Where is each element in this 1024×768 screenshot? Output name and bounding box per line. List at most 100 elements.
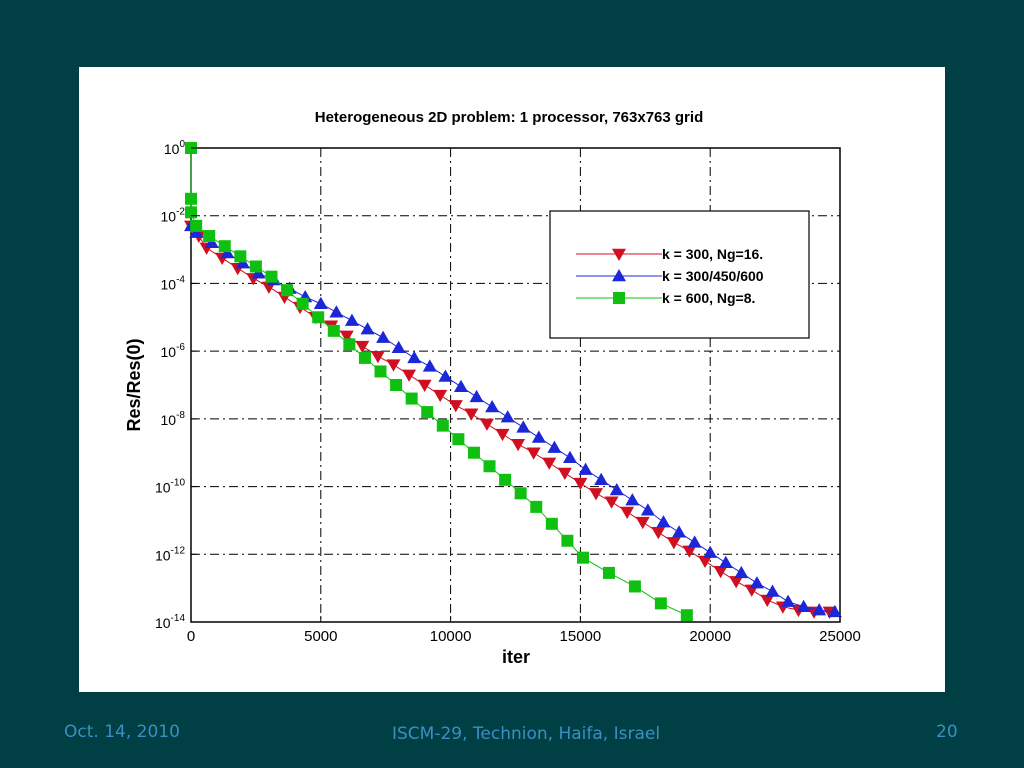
data-point — [602, 566, 615, 579]
data-point — [760, 594, 775, 607]
data-point — [421, 406, 434, 419]
x-axis-label: iter — [502, 647, 530, 667]
x-tick-label: 20000 — [689, 628, 731, 645]
data-point — [329, 305, 344, 318]
data-point — [511, 439, 526, 452]
data-point — [666, 537, 681, 550]
data-point — [561, 534, 574, 547]
chart-ticks: 0 5000 10000 15000 20000 25000 100 10-2 10-4 10-6… — [155, 139, 861, 645]
legend-box — [549, 210, 810, 339]
y-tick-label: 10-12 — [155, 545, 185, 563]
x-tick-label: 5000 — [304, 628, 337, 645]
data-point — [376, 330, 391, 343]
data-point — [563, 450, 578, 464]
data-point — [391, 340, 406, 354]
data-point — [718, 555, 733, 568]
data-point — [281, 284, 294, 297]
data-point — [436, 419, 449, 432]
data-point — [713, 565, 728, 579]
data-point — [827, 604, 842, 618]
data-point — [402, 369, 417, 382]
data-point — [530, 500, 543, 513]
data-point — [557, 467, 572, 481]
data-point — [312, 311, 325, 324]
legend-label: k = 300/450/600 — [662, 268, 764, 284]
data-point — [680, 609, 693, 622]
data-point — [640, 503, 655, 516]
legend-marker — [612, 248, 626, 261]
data-point — [625, 493, 640, 506]
y-tick-label: 100 — [164, 139, 186, 157]
data-point — [448, 400, 463, 413]
data-point — [360, 322, 375, 335]
data-point — [390, 379, 403, 391]
x-tick-label: 10000 — [430, 628, 472, 645]
data-point — [190, 219, 203, 232]
data-point — [729, 576, 744, 589]
data-point — [734, 565, 749, 579]
data-point — [185, 206, 197, 219]
y-axis-label: Res/Res(0) — [124, 338, 144, 431]
data-point — [422, 359, 437, 372]
data-point — [545, 517, 558, 530]
data-point — [526, 447, 541, 460]
footer-conference: ISCM-29, Technion, Haifa, Israel — [392, 724, 661, 744]
plot-frame — [190, 147, 841, 623]
data-point — [249, 260, 262, 273]
data-point — [796, 599, 811, 613]
data-point — [343, 338, 356, 351]
data-point — [218, 240, 231, 253]
data-point — [672, 525, 687, 538]
data-point — [467, 446, 480, 459]
data-point — [656, 515, 671, 528]
y-tick-label: 10-2 — [161, 207, 186, 225]
data-point — [339, 330, 354, 343]
data-point — [355, 340, 370, 354]
data-point — [620, 506, 635, 519]
data-point — [464, 408, 479, 421]
data-point — [438, 369, 453, 382]
data-point — [628, 580, 641, 593]
data-point — [604, 496, 619, 509]
data-point — [531, 430, 546, 443]
data-point — [483, 460, 496, 473]
chart: 0 5000 10000 15000 20000 25000 100 10-2 10-4 10-6… — [124, 109, 861, 667]
data-point — [313, 296, 328, 309]
data-point — [573, 477, 588, 491]
data-point — [547, 440, 562, 453]
data-point — [386, 359, 401, 372]
data-point — [651, 527, 666, 540]
y-tick-label: 10-10 — [155, 478, 185, 496]
legend-label: k = 300, Ng=16. — [662, 246, 763, 262]
series-3 — [185, 142, 693, 622]
data-point — [687, 535, 702, 548]
y-tick-label: 10-14 — [155, 613, 185, 631]
data-point — [452, 433, 465, 446]
data-point — [374, 365, 387, 378]
legend-label: k = 600, Ng=8. — [662, 290, 755, 306]
data-point — [370, 350, 385, 364]
data-point — [703, 545, 718, 558]
data-point — [296, 297, 309, 310]
data-point — [635, 516, 650, 530]
data-point — [609, 482, 624, 496]
data-point — [407, 350, 422, 364]
data-point — [594, 472, 609, 486]
footer-page-number: 20 — [936, 722, 958, 742]
figure-panel: 0 5000 10000 15000 20000 25000 100 10-2 10-4 10-6… — [79, 67, 945, 692]
x-tick-label: 15000 — [560, 628, 602, 645]
data-point — [588, 488, 603, 501]
data-point — [234, 250, 247, 263]
data-point — [516, 420, 531, 433]
data-point — [358, 351, 371, 364]
y-tick-label: 10-6 — [161, 342, 186, 360]
legend: k = 300, Ng=16. k = 300/450/600 k = 600, N… — [549, 210, 810, 339]
data-point — [781, 594, 796, 607]
data-point — [185, 192, 197, 205]
data-point — [203, 230, 216, 243]
data-point — [499, 473, 512, 486]
legend-marker — [613, 292, 625, 304]
data-point — [749, 576, 764, 589]
data-point — [265, 270, 278, 283]
data-point — [344, 313, 359, 326]
